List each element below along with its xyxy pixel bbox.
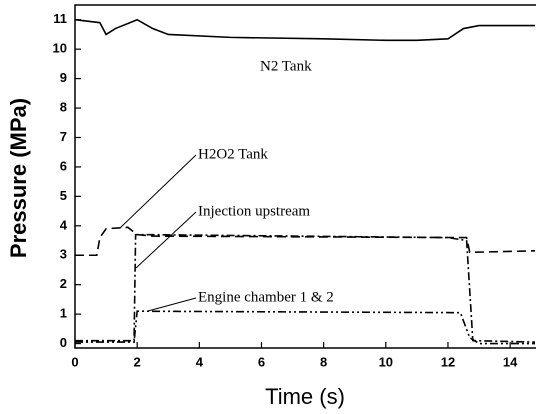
series-label: N2 Tank (260, 58, 312, 74)
y-tick-label: 0 (60, 335, 67, 350)
y-tick-label: 8 (60, 99, 67, 114)
y-tick-label: 5 (60, 188, 67, 203)
x-tick-label: 10 (379, 354, 393, 369)
x-tick-label: 14 (503, 354, 518, 369)
x-tick-label: 4 (196, 354, 204, 369)
y-tick-label: 9 (60, 70, 67, 85)
x-tick-label: 12 (441, 354, 455, 369)
y-axis-label: Pressure (MPa) (6, 98, 31, 258)
y-tick-label: 6 (60, 158, 67, 173)
y-tick-label: 11 (53, 11, 67, 26)
series-line (74, 18, 535, 42)
x-tick-label: 6 (258, 354, 265, 369)
series-line (75, 233, 536, 343)
y-tick-label: 3 (60, 247, 67, 262)
plot-frame (74, 4, 536, 349)
series-line (75, 226, 536, 257)
leader-line (147, 297, 197, 312)
x-tick-label: 2 (134, 354, 141, 369)
leader-line (135, 211, 197, 269)
x-tick-label: 0 (71, 354, 78, 369)
y-tick-label: 4 (60, 217, 68, 232)
series-line (75, 310, 535, 345)
x-tick-label: 8 (320, 354, 327, 369)
series-label: Injection upstream (198, 203, 310, 219)
y-tick-label: 7 (60, 129, 67, 144)
series-label: Engine chamber 1 & 2 (198, 289, 334, 305)
y-tick-label: 2 (60, 276, 67, 291)
leader-line (119, 154, 197, 229)
x-axis-label: Time (s) (265, 384, 345, 409)
series-label: H2O2 Tank (198, 146, 268, 162)
y-tick-label: 10 (53, 41, 67, 56)
y-tick-label: 1 (60, 306, 67, 321)
